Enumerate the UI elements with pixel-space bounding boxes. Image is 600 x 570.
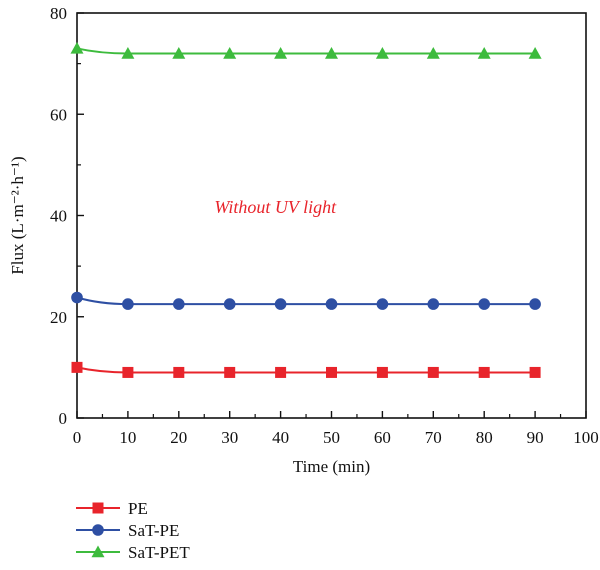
data-point-sat-pet <box>426 47 440 59</box>
x-tick-label: 70 <box>425 428 442 447</box>
data-point-pe <box>427 366 439 378</box>
data-point-sat-pet <box>223 47 237 59</box>
x-tick-label: 40 <box>272 428 289 447</box>
legend-item-pe: PE <box>76 499 148 518</box>
data-point-sat-pet <box>70 41 84 54</box>
data-point-sat-pet <box>375 47 389 59</box>
legend-marker-pe <box>92 502 104 514</box>
x-tick-label: 90 <box>527 428 544 447</box>
y-tick-label: 60 <box>50 105 67 124</box>
x-axis-title: Time (min) <box>293 457 370 476</box>
data-point-pe <box>122 366 134 378</box>
x-tick-label: 20 <box>170 428 187 447</box>
data-point-sat-pe <box>274 298 287 310</box>
legend-marker-sat-pe <box>92 524 104 536</box>
annotation-label: Without UV light <box>214 197 337 217</box>
y-tick-label: 0 <box>59 409 68 428</box>
y-tick-label: 80 <box>50 4 67 23</box>
legend-item-sat-pet: SaT-PET <box>76 543 190 562</box>
legend-marker-sat-pet <box>91 545 105 558</box>
data-point-sat-pet <box>172 47 186 59</box>
x-tick-label: 50 <box>323 428 340 447</box>
data-point-sat-pe <box>122 298 134 310</box>
series-sat-pet <box>70 41 542 59</box>
x-axis: 0 10 20 30 40 50 60 70 80 90 100 <box>73 411 599 447</box>
y-axis: 0 20 40 60 80 <box>50 4 84 428</box>
data-point-sat-pe <box>529 298 541 310</box>
data-point-sat-pet <box>477 47 491 59</box>
x-tick-label: 80 <box>476 428 493 447</box>
data-point-pe <box>224 366 236 378</box>
series-line-sat-pe <box>76 296 536 306</box>
x-tick-label: 30 <box>221 428 238 447</box>
series-sat-pe <box>71 291 541 310</box>
series-layer <box>70 41 542 378</box>
data-point-sat-pe <box>376 298 389 310</box>
data-point-pe <box>376 366 388 378</box>
x-tick-label: 100 <box>573 428 599 447</box>
data-point-pe <box>275 366 287 378</box>
data-point-sat-pe <box>71 291 83 304</box>
data-point-pe <box>478 366 490 378</box>
data-point-sat-pe <box>173 298 185 310</box>
y-tick-label: 20 <box>50 308 67 327</box>
legend-label: SaT-PET <box>128 543 190 562</box>
data-point-pe <box>326 366 337 378</box>
legend-label: PE <box>128 499 148 518</box>
x-tick-label: 60 <box>374 428 391 447</box>
data-point-sat-pet <box>274 47 288 59</box>
y-tick-label: 40 <box>50 207 67 226</box>
data-point-sat-pe <box>427 298 440 310</box>
series-line-sat-pet <box>76 47 536 55</box>
data-point-pe <box>71 361 83 373</box>
legend: PE SaT-PE SaT-PET <box>76 499 190 562</box>
data-point-sat-pet <box>121 47 135 59</box>
data-point-pe <box>173 366 185 378</box>
legend-label: SaT-PE <box>128 521 179 540</box>
data-point-pe <box>529 366 541 378</box>
data-point-sat-pet <box>325 47 338 59</box>
data-point-sat-pe <box>325 298 338 310</box>
x-tick-label: 10 <box>119 428 136 447</box>
series-line-pe <box>76 366 536 374</box>
series-pe <box>71 361 541 378</box>
legend-item-sat-pe: SaT-PE <box>76 521 179 540</box>
data-point-sat-pet <box>528 47 542 59</box>
data-point-sat-pe <box>478 298 491 310</box>
x-tick-label: 0 <box>73 428 82 447</box>
data-point-sat-pe <box>223 298 236 310</box>
y-axis-title: Flux (L·m⁻²·h⁻¹) <box>8 156 27 274</box>
